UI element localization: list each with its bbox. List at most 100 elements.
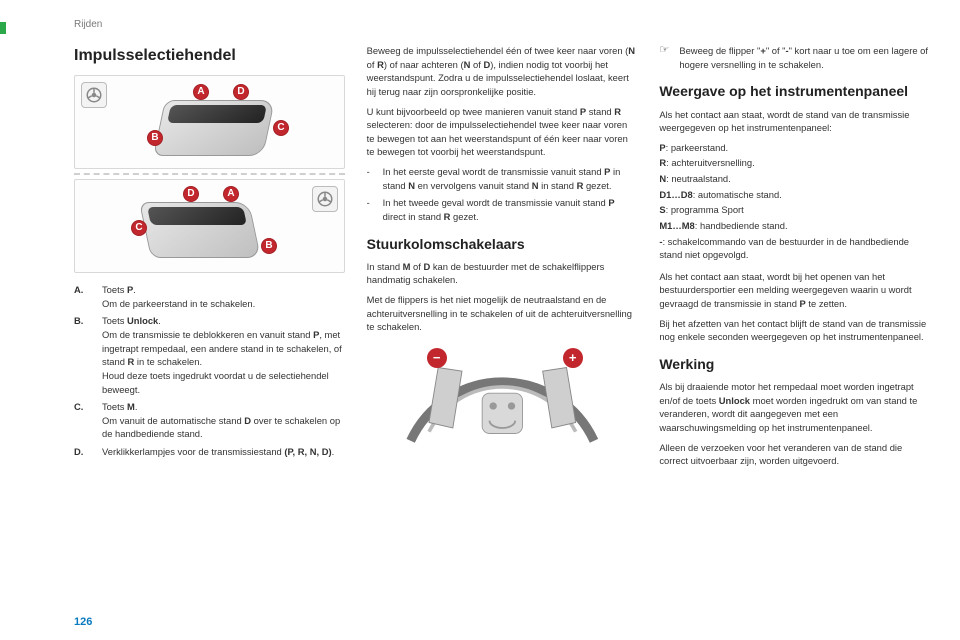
text: In het eerste geval wordt de transmissie… bbox=[383, 166, 604, 177]
page-number: 126 bbox=[74, 616, 92, 628]
paragraph: Als bij draaiende motor het rempedaal mo… bbox=[659, 380, 930, 435]
text: : automatische stand. bbox=[693, 189, 782, 200]
text: of bbox=[367, 59, 377, 70]
text: Om de parkeerstand in te schakelen. bbox=[102, 297, 345, 311]
lever-figure-lhd: A D B C bbox=[74, 75, 345, 169]
text-bold: R bbox=[614, 106, 621, 117]
instruction-text: Beweeg de flipper "+" of "-" kort naar u… bbox=[679, 44, 930, 71]
callout-dot: C bbox=[273, 120, 289, 136]
paragraph: Als het contact aan staat, wordt bij het… bbox=[659, 270, 930, 311]
legend-item-d: D. Verklikkerlampjes voor de transmissie… bbox=[74, 445, 345, 459]
text: : achteruitversnelling. bbox=[666, 157, 755, 168]
text: Om de transmissie te deblokkeren en vanu… bbox=[102, 329, 313, 340]
text: te zetten. bbox=[806, 298, 847, 309]
legend-text: Verklikkerlampjes voor de transmissiesta… bbox=[102, 445, 345, 459]
text: Toets bbox=[102, 315, 127, 326]
paragraph: Als het contact aan staat, wordt de stan… bbox=[659, 108, 930, 135]
text: Verklikkerlampjes voor de transmissiesta… bbox=[102, 446, 284, 457]
text: In het tweede geval wordt de transmissie… bbox=[383, 197, 609, 208]
text: of bbox=[410, 261, 423, 272]
steering-wheel-icon bbox=[81, 82, 107, 108]
text-bold: M bbox=[127, 401, 135, 412]
text: Toets bbox=[102, 401, 127, 412]
gear-lever-icon bbox=[153, 100, 275, 156]
lever-figure-rhd: D A C B bbox=[74, 179, 345, 273]
legend-key: A. bbox=[74, 283, 92, 310]
text: of bbox=[470, 59, 483, 70]
text-bold: Unlock bbox=[127, 315, 158, 326]
paragraph: Beweeg de impulsselectiehendel één of tw… bbox=[367, 44, 638, 99]
steering-wheel-icon bbox=[312, 186, 338, 212]
steering-wheel-icon bbox=[367, 340, 638, 450]
pointer-icon: ☞ bbox=[659, 44, 671, 71]
text: Houd deze toets ingedrukt voordat u de s… bbox=[102, 369, 345, 396]
text: stand bbox=[586, 106, 614, 117]
text: : programma Sport bbox=[666, 204, 744, 215]
legend-key: C. bbox=[74, 400, 92, 441]
legend-item-c: C. Toets M. Om vanuit de automatische st… bbox=[74, 400, 345, 441]
text: ) of naar achteren ( bbox=[384, 59, 464, 70]
paragraph: U kunt bijvoorbeeld op twee manieren van… bbox=[367, 105, 638, 160]
text-bold: (P, R, N, D) bbox=[284, 446, 331, 457]
legend-item-b: B. Toets Unlock. Om de transmissie te de… bbox=[74, 314, 345, 396]
bullet-text: In het eerste geval wordt de transmissie… bbox=[383, 165, 638, 192]
legend-text: Toets P. Om de parkeerstand in te schake… bbox=[102, 283, 345, 310]
definition-row: D1…D8: automatische stand. bbox=[659, 188, 930, 202]
text: selecteren: door de impulsselectiehendel… bbox=[367, 119, 628, 157]
running-head: Rijden bbox=[74, 19, 102, 30]
paragraph: In stand M of D kan de bestuurder met de… bbox=[367, 260, 638, 287]
heading-werking: Werking bbox=[659, 354, 930, 374]
text: in stand bbox=[539, 180, 577, 191]
text: : neutraalstand. bbox=[666, 173, 731, 184]
text-bold: R bbox=[377, 59, 384, 70]
steering-paddles-figure: − + bbox=[367, 340, 638, 450]
minus-paddle-icon: − bbox=[427, 348, 447, 368]
plus-paddle-icon: + bbox=[563, 348, 583, 368]
instruction-item: ☞ Beweeg de flipper "+" of "-" kort naar… bbox=[659, 44, 930, 71]
accent-bar bbox=[0, 22, 6, 34]
definition-row: R: achteruitversnelling. bbox=[659, 156, 930, 170]
text: in te schakelen. bbox=[134, 356, 202, 367]
text-bold: N bbox=[408, 180, 415, 191]
text: Beweeg de impulsselectiehendel één of tw… bbox=[367, 45, 629, 56]
figure-divider bbox=[74, 173, 345, 175]
definition-row: N: neutraalstand. bbox=[659, 172, 930, 186]
legend-text: Toets Unlock. Om de transmissie te deblo… bbox=[102, 314, 345, 396]
callout-dot: C bbox=[131, 220, 147, 236]
definition-row: P: parkeerstand. bbox=[659, 141, 930, 155]
heading-weergave: Weergave op het instrumentenpaneel bbox=[659, 81, 930, 101]
text: Om de transmissie te deblokkeren en vanu… bbox=[102, 328, 345, 369]
text: Toets bbox=[102, 284, 127, 295]
bullet-text: In het tweede geval wordt de transmissie… bbox=[383, 196, 638, 223]
gear-lever-icon bbox=[139, 202, 261, 258]
bullet-mark: - bbox=[367, 196, 375, 223]
text-bold: N bbox=[532, 180, 539, 191]
text: . bbox=[133, 284, 136, 295]
manual-page: Rijden 126 Impulsselectiehendel A D B C bbox=[0, 0, 960, 640]
column-1: Impulsselectiehendel A D B C bbox=[74, 44, 345, 604]
text: : handbediende stand. bbox=[695, 220, 788, 231]
text-bold: D1…D8 bbox=[659, 189, 692, 200]
callout-dot: B bbox=[261, 238, 277, 254]
text-bold: N bbox=[628, 45, 635, 56]
text: Om vanuit de automatische stand D over t… bbox=[102, 414, 345, 441]
definition-row: M1…M8: handbediende stand. bbox=[659, 219, 930, 233]
text: Als het contact aan staat, wordt bij het… bbox=[659, 271, 911, 309]
text: . bbox=[135, 401, 138, 412]
text: : parkeerstand. bbox=[666, 142, 729, 153]
text: : schakelcommando van de bestuurder in d… bbox=[659, 236, 909, 261]
bullet-item: - In het eerste geval wordt de transmiss… bbox=[367, 165, 638, 192]
text-bold: Unlock bbox=[719, 395, 750, 406]
text-bold: M1…M8 bbox=[659, 220, 694, 231]
column-3: ☞ Beweeg de flipper "+" of "-" kort naar… bbox=[659, 44, 930, 604]
legend-key: B. bbox=[74, 314, 92, 396]
callout-dot: A bbox=[223, 186, 239, 202]
text: gezet. bbox=[583, 180, 611, 191]
text-bold: P bbox=[608, 197, 614, 208]
heading-stuurkolomschakelaars: Stuurkolomschakelaars bbox=[367, 234, 638, 254]
text: . bbox=[158, 315, 161, 326]
column-2: Beweeg de impulsselectiehendel één of tw… bbox=[367, 44, 638, 604]
text: Beweeg de flipper " bbox=[679, 45, 760, 56]
legend-key: D. bbox=[74, 445, 92, 459]
legend-item-a: A. Toets P. Om de parkeerstand in te sch… bbox=[74, 283, 345, 310]
